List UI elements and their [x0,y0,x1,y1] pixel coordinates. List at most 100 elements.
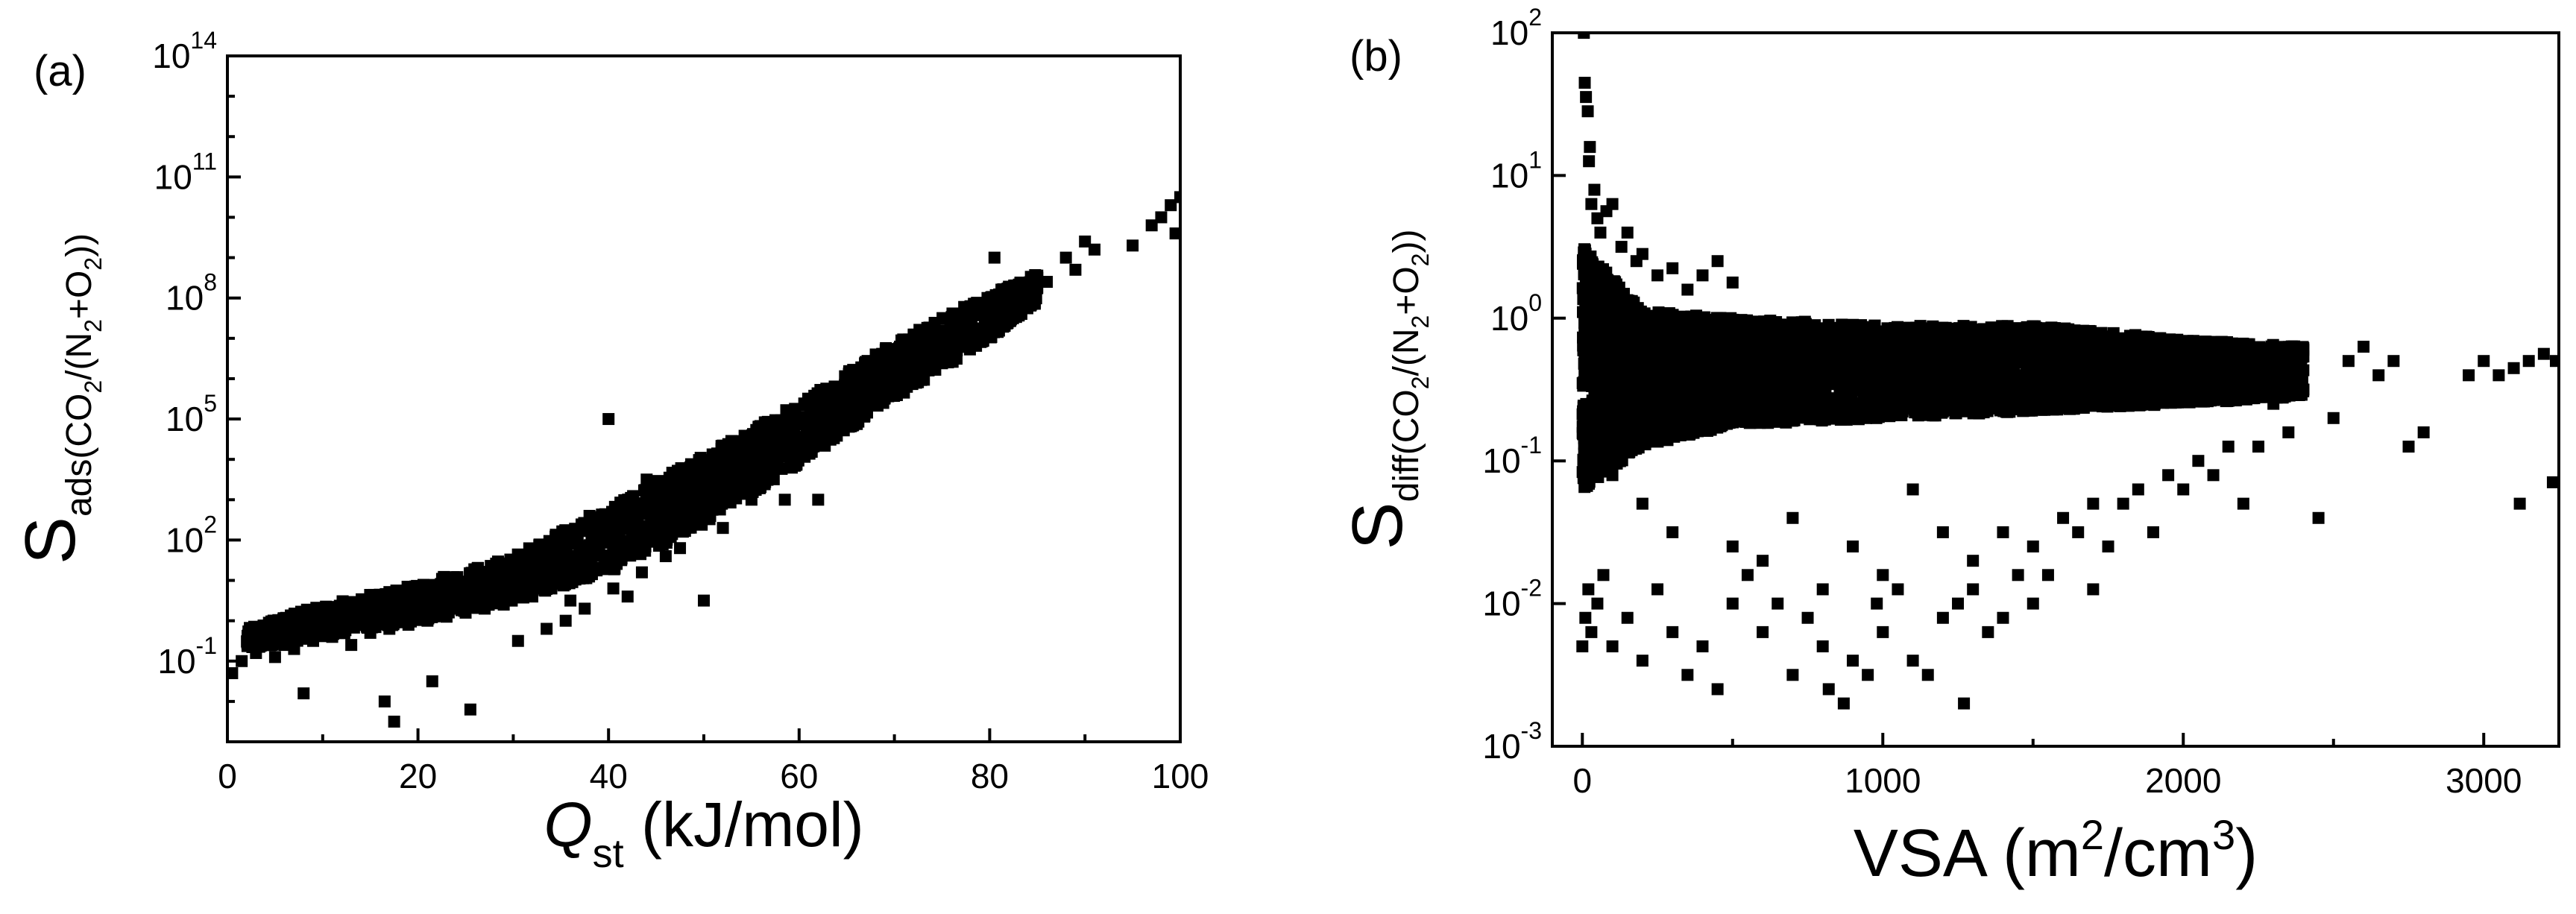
data-point [268,651,281,664]
data-point [945,336,958,349]
y-title-sub7: )) [1387,230,1426,253]
data-point [364,626,377,639]
data-point [850,397,863,409]
data-point [531,558,544,570]
data-point [459,606,472,619]
data-point [804,395,817,408]
data-point [1605,357,1618,370]
data-point [822,400,834,413]
data-point [1682,414,1695,426]
y-tick-exponent: 8 [204,269,217,296]
data-point [860,376,872,389]
x-title-main: VSA (m [1854,816,2081,891]
data-point [745,449,758,461]
y-tick-base: 10 [154,157,192,196]
data-point [726,461,739,473]
data-point [336,623,348,635]
data-point [327,611,340,623]
data-point [1169,227,1180,240]
y-tick-exponent: 2 [1528,4,1542,31]
data-point [702,494,715,506]
y-tick-base: 10 [1490,13,1528,52]
data-point [921,321,933,334]
data-point [715,443,728,456]
data-point [589,534,602,546]
x-title-main: Q [544,789,592,860]
y-tick-exponent: 0 [1528,289,1542,316]
data-point [717,482,729,494]
x-title-end: ) [2235,816,2258,891]
data-point [464,703,476,716]
x-axis-title: Qst (kJ/mol) [544,789,863,876]
data-point [602,413,615,426]
data-point [1679,373,1692,385]
data-point [1031,271,1044,284]
y-axis-title: Sdiff(CO2/(N2+O2)) [1338,230,1434,550]
y-tick-base: 10 [166,400,204,438]
data-point [926,348,939,361]
data-point [564,574,577,587]
data-point [658,531,670,543]
data-point [1689,343,1702,356]
data-point [1651,376,1664,388]
data-point [725,479,738,491]
data-point [784,459,796,472]
data-point [278,639,291,652]
data-point [746,435,758,448]
data-point [900,379,913,391]
data-point [974,303,986,316]
y-tick-base: 10 [1482,727,1520,766]
panel-label: (b) [1350,32,1402,81]
data-point [936,312,949,324]
data-point [416,586,429,599]
data-point [802,413,815,426]
y-tick-exponent: 14 [190,27,217,54]
x-tick-label: 80 [971,757,1009,795]
data-point [812,494,825,506]
x-tick-label: 100 [1152,757,1209,795]
data-point [573,558,586,570]
data-point [621,542,634,555]
data-point [627,490,640,502]
data-point [1643,328,1655,341]
data-point [808,432,821,445]
x-tick-label: 60 [780,757,818,795]
data-point [1613,341,1625,353]
data-point [1578,268,1590,281]
data-point [717,522,729,535]
data-point [1620,374,1633,386]
data-point [1145,219,1158,232]
data-point [778,494,791,506]
data-point [564,594,577,607]
data-point [1606,318,1619,330]
data-point [1088,243,1100,256]
data-point [822,422,834,435]
data-point [488,590,500,603]
data-point [383,623,396,635]
data-point [1699,420,1712,432]
data-point [988,251,1001,264]
data-point [774,445,787,458]
data-point [1610,457,1623,470]
y-title-sub3: /(N [1387,328,1426,376]
data-point [259,634,272,647]
y-tick-label: 101 [1490,146,1542,195]
y-tick-exponent: 11 [192,148,217,174]
y-title-sub5: +O [60,271,99,319]
data-point [1669,344,1681,357]
data-point [583,562,596,575]
y-title-sub2: 2 [1407,376,1434,389]
data-point [1600,346,1613,359]
x-tick-label: 40 [590,757,628,795]
data-point [1620,429,1633,442]
data-point [1654,341,1667,354]
data-point [1127,239,1139,252]
data-point [631,522,643,535]
data-point [707,473,719,486]
data-point [326,631,338,643]
x-tick-label: 1000 [1845,761,1921,800]
data-point [916,340,929,353]
data-point [1637,421,1650,434]
data-point [263,620,276,633]
